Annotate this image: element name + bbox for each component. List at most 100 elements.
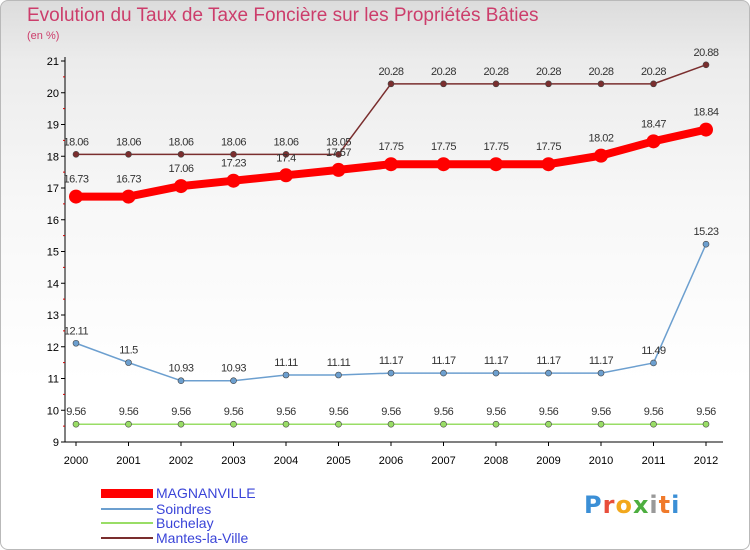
data-label: 12.11 bbox=[64, 325, 89, 337]
data-label: 20.88 bbox=[693, 47, 718, 59]
data-label: 20.28 bbox=[536, 66, 561, 78]
data-label: 9.56 bbox=[434, 406, 454, 418]
data-point bbox=[650, 420, 657, 428]
data-label: 9.56 bbox=[329, 406, 349, 418]
y-tick-label: 11 bbox=[48, 374, 59, 386]
data-label: 9.56 bbox=[486, 406, 506, 418]
data-point bbox=[436, 157, 451, 172]
data-point bbox=[125, 420, 132, 428]
data-point bbox=[177, 377, 185, 385]
data-label: 20.28 bbox=[431, 66, 456, 78]
data-label: 18.84 bbox=[693, 107, 718, 119]
data-point bbox=[230, 377, 237, 385]
data-point bbox=[335, 420, 342, 428]
data-point bbox=[230, 420, 237, 428]
data-label: 18.05 bbox=[326, 136, 351, 148]
data-point bbox=[125, 151, 132, 158]
data-point bbox=[174, 179, 188, 194]
proxiti-logo: Proxiti bbox=[584, 491, 681, 519]
data-point bbox=[335, 151, 342, 158]
legend-label: Buchelay bbox=[156, 515, 214, 531]
y-tick-label: 18 bbox=[47, 151, 59, 163]
data-point bbox=[699, 122, 713, 137]
x-tick-label: 2004 bbox=[274, 455, 298, 467]
data-label: 11.17 bbox=[379, 355, 404, 367]
x-tick-label: 2007 bbox=[431, 455, 455, 467]
legend-swatch bbox=[101, 488, 153, 498]
data-point bbox=[702, 240, 710, 248]
data-point bbox=[282, 420, 290, 428]
data-label: 9.56 bbox=[276, 406, 296, 418]
data-label: 16.73 bbox=[63, 174, 88, 186]
data-point bbox=[489, 157, 503, 172]
x-tick-label: 2005 bbox=[326, 455, 350, 467]
data-point bbox=[69, 189, 83, 204]
data-label: 11.17 bbox=[431, 355, 456, 367]
data-label: 18.06 bbox=[221, 136, 246, 148]
data-point bbox=[384, 157, 398, 172]
data-point bbox=[72, 151, 80, 158]
x-tick-label: 2010 bbox=[589, 455, 613, 467]
data-label: 20.28 bbox=[483, 66, 508, 78]
y-tick-label: 16 bbox=[47, 215, 59, 227]
data-point bbox=[702, 420, 710, 428]
data-point bbox=[545, 80, 552, 88]
data-point bbox=[492, 420, 500, 428]
data-label: 9.56 bbox=[119, 406, 139, 418]
data-label: 17.75 bbox=[431, 141, 456, 153]
data-label: 17.75 bbox=[483, 141, 508, 153]
y-axis-unit-label: (en %) bbox=[27, 30, 60, 42]
data-point bbox=[650, 359, 657, 367]
x-tick-label: 2009 bbox=[536, 455, 560, 467]
data-point bbox=[541, 157, 556, 172]
y-tick-label: 13 bbox=[47, 310, 59, 322]
data-point bbox=[387, 420, 395, 428]
data-label: 9.56 bbox=[381, 406, 401, 418]
data-label: 11.49 bbox=[641, 345, 666, 357]
data-point bbox=[545, 420, 552, 428]
data-label: 20.28 bbox=[641, 66, 666, 78]
chart-title: Evolution du Taux de Taxe Foncière sur l… bbox=[27, 5, 539, 26]
data-label: 11.5 bbox=[119, 345, 138, 357]
data-label: 11.11 bbox=[274, 357, 298, 369]
x-tick-label: 2002 bbox=[169, 455, 193, 467]
x-tick-label: 2008 bbox=[484, 455, 508, 467]
data-point bbox=[72, 420, 80, 428]
data-label: 10.93 bbox=[221, 363, 246, 375]
data-label: 17.75 bbox=[378, 141, 403, 153]
y-tick-label: 15 bbox=[47, 247, 59, 259]
legend-swatch bbox=[101, 537, 153, 539]
data-point bbox=[279, 168, 293, 183]
data-label: 11.17 bbox=[589, 355, 614, 367]
data-point bbox=[597, 369, 605, 377]
data-label: 9.56 bbox=[171, 406, 191, 418]
data-point bbox=[226, 173, 241, 188]
y-tick-label: 12 bbox=[47, 342, 59, 354]
y-tick-label: 10 bbox=[47, 405, 59, 417]
data-point bbox=[387, 369, 395, 377]
data-label: 18.47 bbox=[641, 118, 666, 130]
data-label: 11.17 bbox=[536, 355, 561, 367]
data-label: 18.02 bbox=[588, 133, 613, 145]
data-point bbox=[121, 189, 136, 204]
data-point bbox=[492, 369, 500, 377]
data-point bbox=[597, 80, 605, 88]
data-point bbox=[125, 359, 132, 366]
data-label: 15.23 bbox=[693, 226, 718, 238]
y-tick-label: 20 bbox=[47, 88, 59, 100]
data-point bbox=[594, 148, 608, 163]
data-label: 20.28 bbox=[378, 66, 403, 78]
data-label: 17.57 bbox=[326, 147, 351, 159]
data-label: 9.56 bbox=[696, 406, 716, 418]
y-tick-label: 14 bbox=[47, 278, 59, 290]
data-label: 9.56 bbox=[644, 406, 664, 418]
data-point bbox=[335, 371, 342, 379]
legend-swatch bbox=[101, 522, 153, 524]
x-tick-label: 2001 bbox=[116, 455, 140, 467]
data-label: 17.06 bbox=[168, 163, 193, 175]
y-tick-label: 17 bbox=[47, 183, 59, 195]
data-label: 18.06 bbox=[116, 136, 141, 148]
data-label: 9.56 bbox=[66, 406, 86, 418]
data-label: 17.23 bbox=[221, 158, 246, 170]
